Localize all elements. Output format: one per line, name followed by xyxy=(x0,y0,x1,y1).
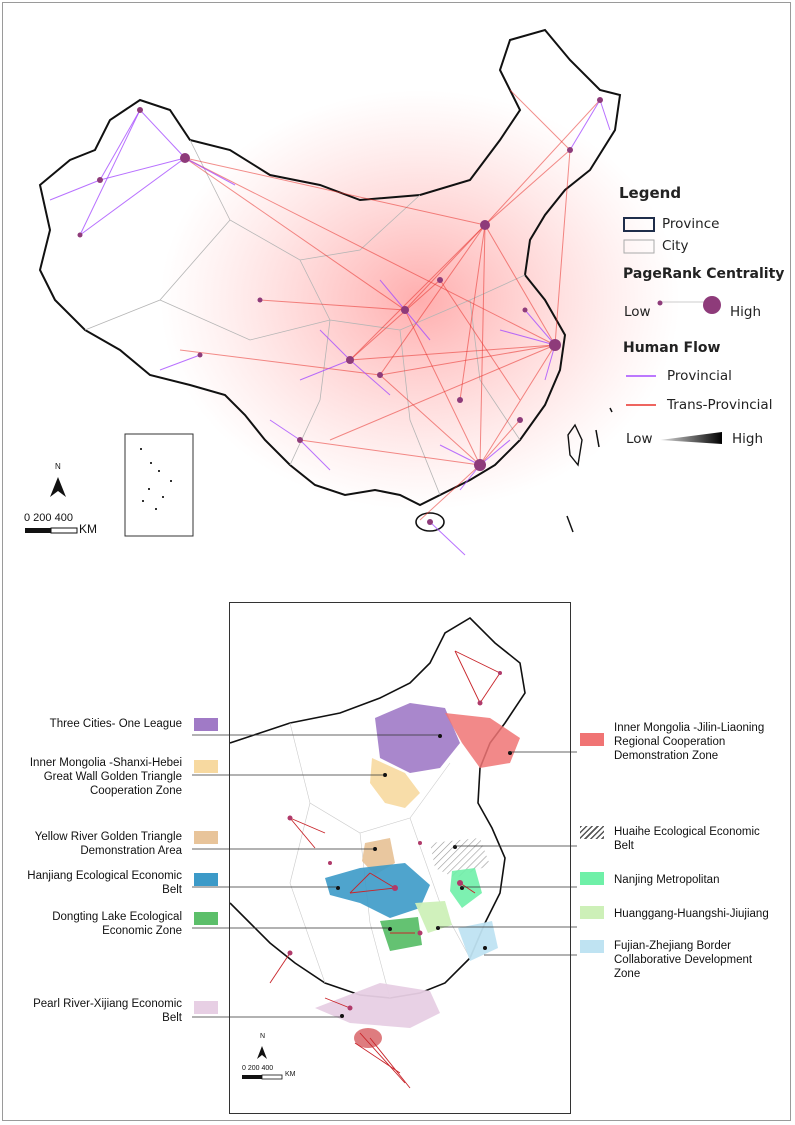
dash-islands xyxy=(566,407,613,533)
swatch-huaihe xyxy=(580,826,604,839)
zone-label-inner-mongolia-jilin: Inner Mongolia -Jilin-Liaoning Regional … xyxy=(614,722,765,762)
legend-flow-high: High xyxy=(732,431,764,447)
legend-flow-wedge xyxy=(660,432,722,444)
hainan-outline xyxy=(415,512,445,532)
legend-pagerank-low-node xyxy=(657,300,663,306)
zone-great-wall-triangle xyxy=(370,758,420,808)
zone-nodes xyxy=(287,671,502,1011)
scalebar-black xyxy=(25,528,51,533)
swatch-hanjiang xyxy=(194,873,218,886)
bottom-map-svg xyxy=(230,616,526,1089)
bottom-hainan xyxy=(354,1028,382,1048)
top-map-svg xyxy=(25,28,722,556)
south-china-sea-inset xyxy=(124,433,194,537)
zone-label-hanjiang: Hanjiang Ecological Economic Belt xyxy=(27,870,182,896)
scalebar-bottom-black xyxy=(242,1075,262,1079)
china-outline xyxy=(38,28,622,507)
scalebar-white xyxy=(50,527,78,534)
zone-label-pearl-river: Pearl River-Xijiang Economic Belt xyxy=(33,998,182,1024)
inset-islands xyxy=(140,448,172,510)
zone-three-cities xyxy=(375,703,460,773)
swatch-yellow-river xyxy=(194,831,218,844)
zone-label-yellow-river: Yellow River Golden Triangle Demonstrati… xyxy=(34,831,182,857)
legend-trans-provincial-label: Trans-Provincial xyxy=(667,397,773,413)
zone-label-three-cities: Three Cities- One League xyxy=(49,718,182,730)
trans-provincial-flows xyxy=(179,89,601,521)
flow-density-glow xyxy=(160,90,680,510)
scale-ticks-bottom: 0 200 400 xyxy=(242,1065,274,1072)
zone-label-huanggang: Huanggang-Huangshi-Jiujiang xyxy=(614,908,769,920)
zone-hanjiang xyxy=(325,863,430,918)
legend-city-label: City xyxy=(662,238,689,254)
north-label-top: N xyxy=(55,462,61,471)
taiwan-outline xyxy=(567,423,583,467)
bottom-zones-map: N 0 200 400 KM xyxy=(229,602,571,1114)
swatch-three-cities xyxy=(194,718,218,731)
legend-pagerank-high-node xyxy=(703,296,721,314)
swatch-pearl-river xyxy=(194,1001,218,1014)
swatch-huanggang xyxy=(580,906,604,919)
provincial-flows xyxy=(49,99,611,556)
north-arrow-top xyxy=(50,477,66,497)
zone-nanjing xyxy=(450,868,482,908)
zone-label-huaihe: Huaihe Ecological Economic Belt xyxy=(614,826,760,852)
north-arrow-bottom xyxy=(257,1046,267,1059)
legend-title: Legend xyxy=(619,184,682,202)
scale-unit-top: KM xyxy=(79,522,97,536)
legend-province-swatch xyxy=(623,217,655,232)
legend-pagerank-title: PageRank Centrality xyxy=(623,266,785,282)
zone-pearl-river xyxy=(315,983,440,1028)
swatch-dongting xyxy=(194,912,218,925)
swatch-nanjing xyxy=(580,872,604,885)
legend-provincial-label: Provincial xyxy=(667,368,732,384)
city-nodes xyxy=(77,97,603,525)
scalebar-bottom-white xyxy=(261,1074,283,1080)
zone-fujian-zhejiang xyxy=(458,921,498,961)
zone-label-fujian-zhejiang: Fujian-Zhejiang Border Collaborative Dev… xyxy=(614,940,753,980)
legend-flow-title: Human Flow xyxy=(623,340,721,356)
swatch-great-wall xyxy=(194,760,218,773)
zone-label-dongting: Dongting Lake Ecological Economic Zone xyxy=(52,911,182,937)
legend-pagerank-low: Low xyxy=(624,304,651,320)
legend-pagerank-high: High xyxy=(730,304,762,320)
legend-city-swatch xyxy=(623,239,655,254)
swatch-inner-mongolia-jilin xyxy=(580,733,604,746)
swatch-fujian-zhejiang xyxy=(580,940,604,953)
scale-unit-bottom: KM xyxy=(285,1071,296,1078)
top-flow-map: N 0 200 400 KM Legend Province City Page… xyxy=(24,28,785,556)
legend-province-label: Province xyxy=(662,216,720,232)
zone-label-nanjing: Nanjing Metropolitan xyxy=(614,874,720,886)
zone-huanggang xyxy=(415,901,452,933)
legend-flow-low: Low xyxy=(626,431,653,447)
north-label-bottom: N xyxy=(260,1033,266,1040)
zone-label-great-wall: Inner Mongolia -Shanxi-Hebei Great Wall … xyxy=(29,757,182,797)
zone-dongting xyxy=(380,917,422,951)
zone-inner-mongolia-jilin-liaoning xyxy=(445,713,520,768)
leader-dots xyxy=(336,734,512,1018)
scale-ticks-top: 0 200 400 xyxy=(24,512,73,524)
province-boundaries xyxy=(84,139,526,496)
